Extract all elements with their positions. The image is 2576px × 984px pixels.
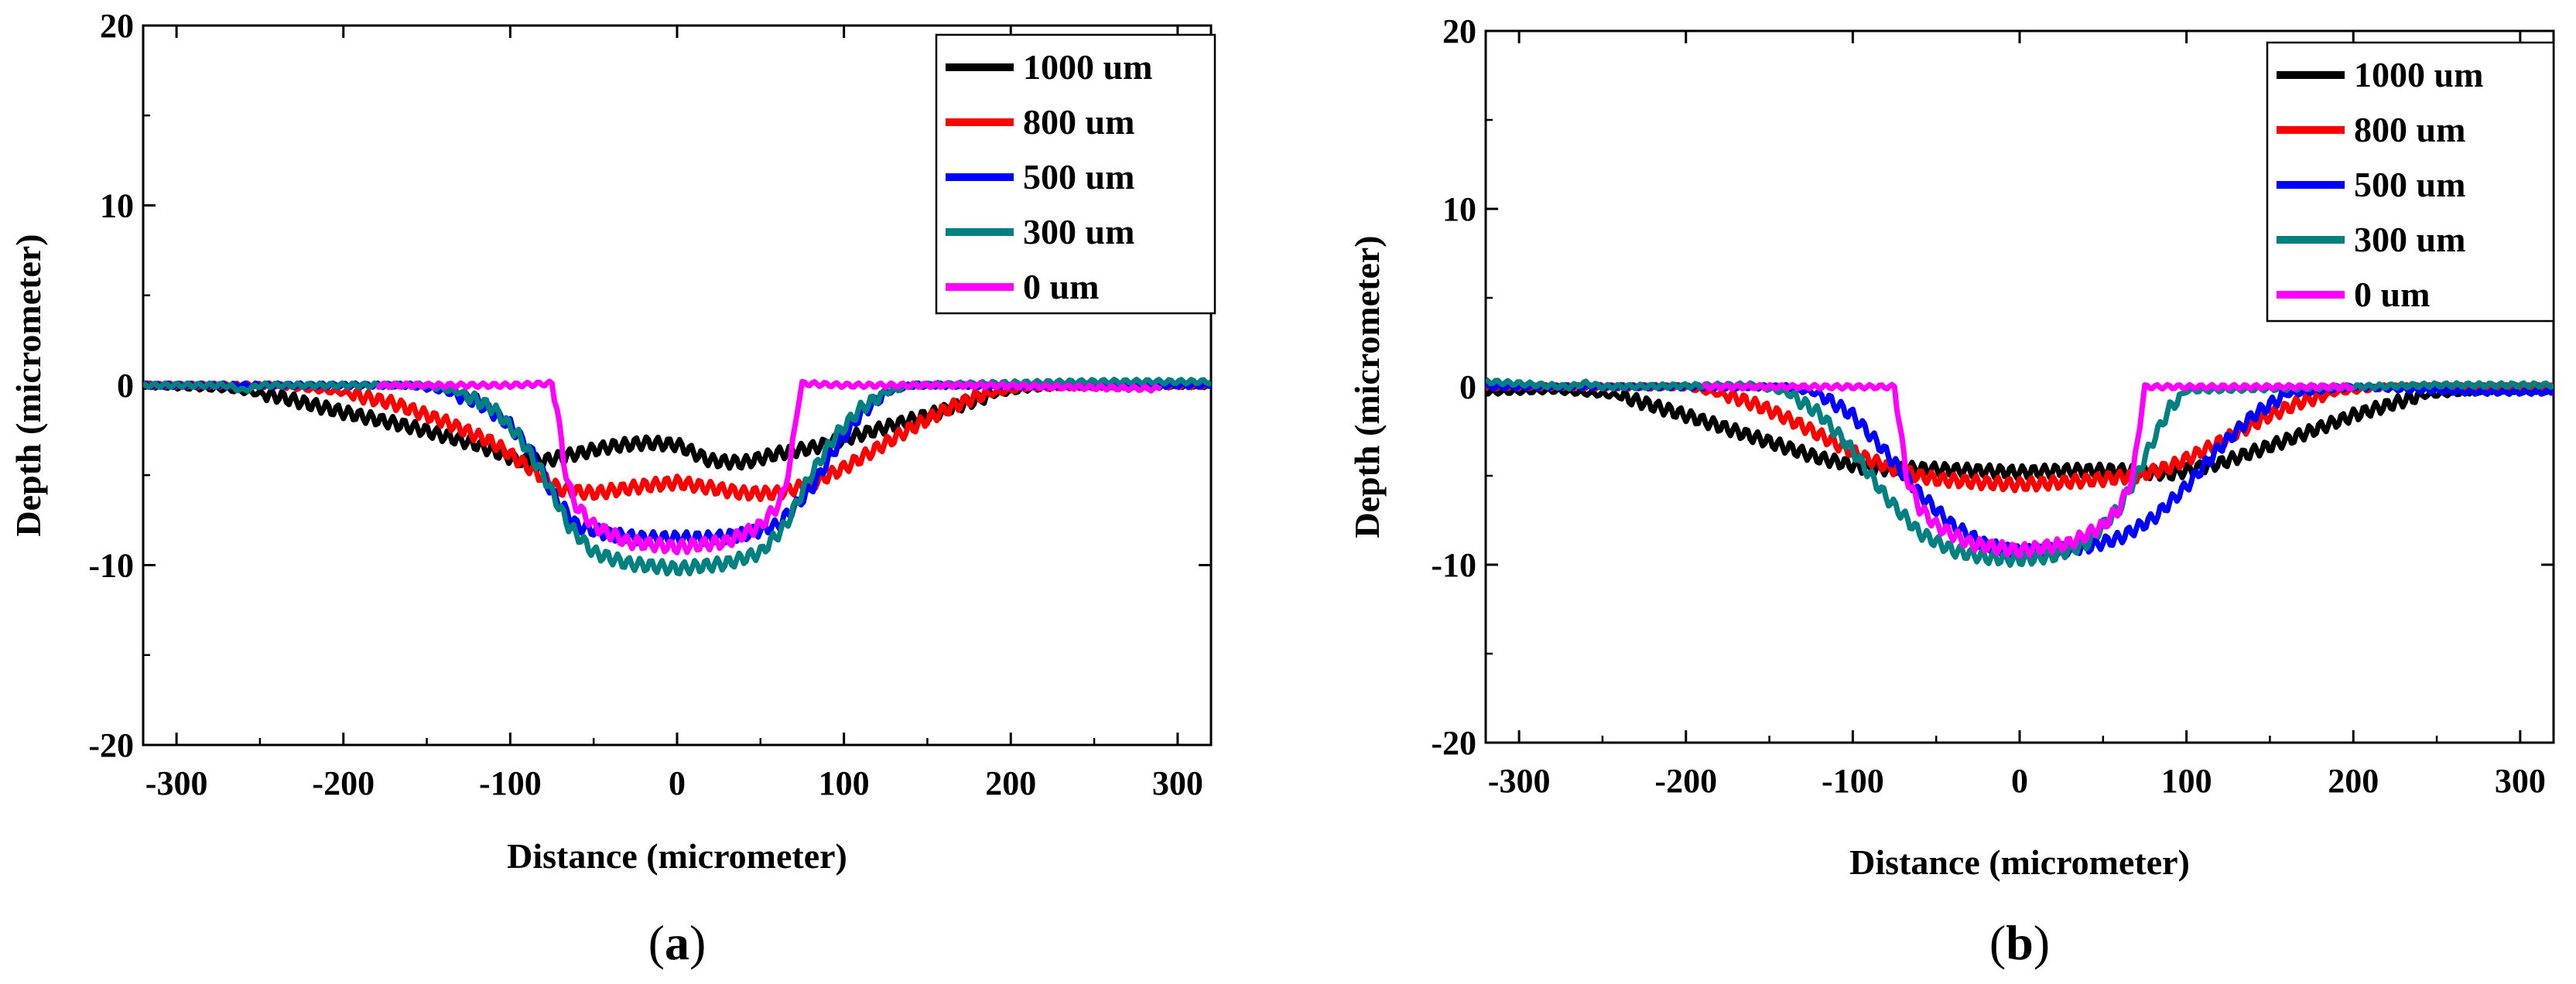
y-tick-label: -10 (1431, 546, 1476, 584)
x-tick-label: -200 (312, 764, 375, 802)
x-tick-label: -100 (1822, 762, 1884, 800)
x-tick-label: 300 (2495, 762, 2546, 800)
legend-label: 800 um (1023, 102, 1134, 142)
series-line-500-um (143, 380, 1211, 548)
x-axis-title: Distance (micrometer) (507, 836, 847, 876)
y-tick-label: 20 (100, 7, 134, 45)
x-tick-label: -300 (145, 764, 208, 802)
y-axis-title: Depth (micrometer) (9, 234, 48, 536)
caption-close-paren: ) (2034, 915, 2050, 970)
legend-label: 0 um (2354, 275, 2430, 314)
y-axis-title: Depth (micrometer) (1347, 235, 1387, 538)
legend-label: 1000 um (1023, 47, 1152, 87)
caption-letter: b (2006, 915, 2034, 970)
x-tick-label: 100 (819, 764, 870, 802)
legend-label: 500 um (2354, 165, 2465, 204)
y-tick-label: 10 (1442, 190, 1476, 228)
x-tick-label: 300 (1152, 764, 1203, 802)
legend-label: 1000 um (2354, 55, 2483, 94)
x-tick-label: -300 (1488, 762, 1551, 800)
series-line-0-um (1702, 381, 2355, 559)
y-tick-label: 20 (1442, 12, 1476, 50)
series-line-0-um (376, 378, 1162, 555)
x-axis-title: Distance (micrometer) (1849, 842, 2190, 882)
x-tick-label: -100 (479, 764, 542, 802)
legend-label: 300 um (1023, 212, 1134, 251)
caption-letter: a (665, 915, 689, 970)
panel-caption: (b) (1989, 915, 2050, 970)
legend-label: 500 um (1023, 157, 1134, 196)
x-tick-label: 200 (985, 764, 1036, 802)
chart-panel-a: -300 -200 -100 0 100 200 300 -20 -10 0 10 20 1000 um… (9, 7, 1216, 970)
panel-caption: (a) (648, 915, 706, 970)
series-line-1000-um (1486, 385, 2554, 482)
y-tick-label: -10 (88, 547, 134, 585)
legend-label: 0 um (1023, 267, 1099, 306)
x-tick-label: -200 (1654, 762, 1717, 800)
y-tick-label: -20 (1431, 724, 1476, 762)
y-tick-label: -20 (88, 726, 134, 764)
series-line-1000-um (143, 380, 1211, 471)
caption-close-paren: ) (689, 915, 706, 970)
y-tick-label: 10 (100, 187, 134, 225)
x-tick-label: 100 (2161, 762, 2212, 800)
chart-panel-b: -300 -200 -100 0 100 200 300 -20 -10 0 10 20 1000 um… (1339, 0, 2576, 984)
y-tick-label: 0 (117, 367, 134, 405)
x-tick-label: 0 (669, 764, 686, 802)
y-tick-label: 0 (1459, 368, 1476, 406)
caption-open-paren: ( (1989, 915, 2006, 970)
x-tick-label: 200 (2328, 762, 2379, 800)
caption-open-paren: ( (648, 915, 665, 970)
legend-label: 800 um (2354, 110, 2465, 149)
x-tick-label: 0 (2011, 762, 2028, 800)
legend-label: 300 um (2354, 220, 2465, 259)
